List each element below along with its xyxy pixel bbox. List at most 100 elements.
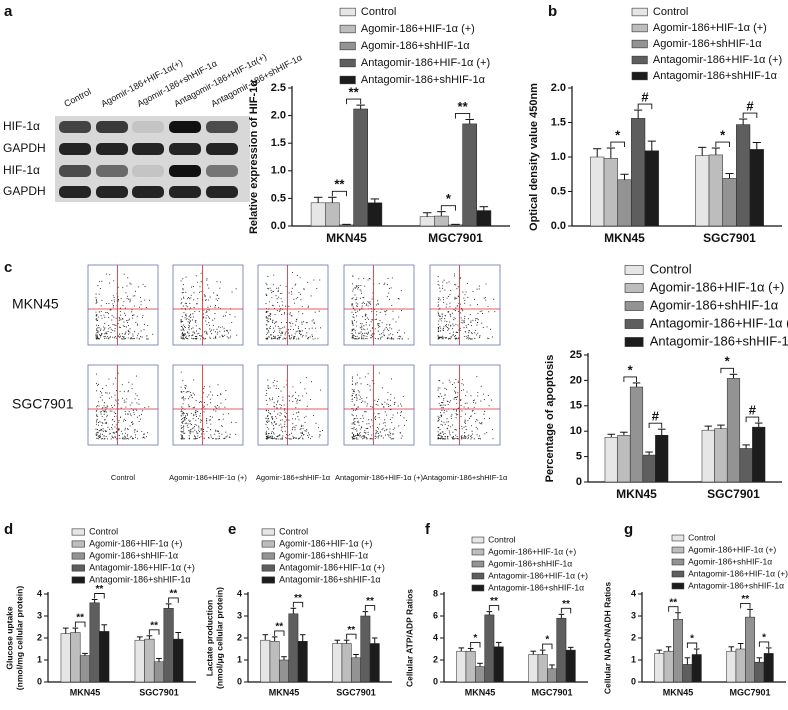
flow-dot	[111, 424, 114, 426]
flow-dot	[187, 413, 189, 415]
flow-dot	[402, 395, 404, 397]
flow-dot	[127, 390, 130, 392]
flow-dot	[185, 337, 187, 339]
flow-dot	[281, 419, 283, 421]
flow-dot	[293, 337, 295, 339]
flow-dot	[478, 422, 480, 424]
flow-dot	[472, 401, 475, 403]
flow-dot	[455, 331, 457, 333]
flow-dot	[95, 302, 97, 304]
flow-dot	[291, 432, 293, 434]
flow-dot	[212, 437, 214, 439]
flow-dot	[189, 432, 191, 435]
flow-dot	[362, 332, 364, 334]
flow-dot	[134, 295, 136, 297]
flow-dot	[365, 411, 367, 413]
flow-dot	[284, 409, 286, 411]
flow-plot-frame	[257, 364, 329, 446]
flow-dot	[441, 313, 443, 315]
flow-dot	[444, 432, 446, 435]
flow-dot	[466, 326, 468, 328]
flow-dot	[114, 412, 116, 414]
flow-dot	[105, 273, 107, 275]
flow-dot	[223, 327, 225, 329]
flow-dot	[464, 318, 466, 320]
flow-dot	[296, 338, 298, 340]
flow-dot	[441, 314, 443, 316]
flow-dot	[180, 280, 182, 282]
flow-dot	[132, 437, 135, 440]
flow-dot	[442, 330, 444, 332]
flow-dot	[114, 394, 116, 396]
flow-dot	[471, 433, 473, 435]
flow-dot	[292, 394, 294, 396]
flow-dot	[96, 319, 98, 321]
flow-dot	[96, 418, 98, 420]
flow-dot	[103, 329, 105, 331]
flow-dot	[466, 402, 468, 404]
flow-dot	[384, 328, 386, 330]
flow-dot	[279, 435, 281, 437]
flow-dot	[272, 438, 274, 440]
flow-dot	[200, 421, 202, 423]
flow-dot	[267, 332, 269, 334]
flow-dot	[477, 312, 479, 314]
flow-dot	[219, 281, 221, 283]
flow-dot	[377, 330, 379, 332]
flow-dot	[451, 328, 454, 330]
flow-dot	[390, 338, 393, 340]
flow-dot	[198, 401, 200, 403]
flow-dot	[183, 334, 186, 336]
flow-dot	[400, 412, 402, 414]
flow-dot	[198, 431, 201, 433]
flow-dot	[195, 438, 197, 440]
flow-dot	[437, 299, 439, 301]
flow-dot	[129, 300, 131, 302]
flow-dot	[182, 288, 184, 290]
flow-dot	[134, 290, 137, 292]
flow-dot	[437, 283, 439, 286]
bar	[484, 614, 495, 683]
flow-dot	[181, 438, 183, 440]
flow-dot	[183, 325, 186, 328]
flow-dot	[454, 334, 457, 337]
flow-dot	[397, 412, 399, 414]
flow-dot	[392, 334, 394, 336]
flow-dot	[376, 426, 378, 429]
flow-dot	[114, 336, 116, 338]
flow-dot	[131, 421, 133, 424]
flow-dot	[459, 329, 461, 331]
flow-dot	[308, 305, 310, 307]
bar	[475, 666, 485, 683]
flow-dot	[352, 435, 355, 437]
bar	[749, 149, 764, 227]
flow-dot	[183, 411, 185, 413]
flow-dot	[441, 395, 443, 397]
flow-dot	[277, 334, 279, 337]
flow-dot	[358, 433, 361, 435]
flow-dot	[225, 390, 227, 392]
flow-dot	[196, 330, 198, 332]
flow-dot	[272, 381, 274, 383]
flow-dot	[297, 399, 299, 401]
flow-dot	[445, 324, 448, 326]
flow-dot	[113, 324, 115, 326]
flow-dot	[481, 322, 483, 324]
flow-dot	[197, 298, 199, 300]
significance-label: **	[76, 613, 84, 624]
flow-dot	[137, 286, 139, 288]
flow-dot	[96, 406, 98, 408]
flow-dot	[180, 320, 182, 322]
flow-dot	[124, 429, 126, 431]
flow-dot	[437, 389, 439, 391]
flow-dot	[215, 406, 217, 408]
flow-dot	[444, 320, 446, 322]
flow-dot	[391, 277, 393, 279]
flow-dot	[194, 438, 196, 440]
flow-dot	[114, 327, 116, 330]
flow-dot	[218, 326, 220, 328]
flow-dot	[190, 412, 192, 414]
flow-dot	[182, 332, 184, 334]
legend-label: Antagomir-186+shHIF-1α	[650, 333, 788, 348]
bar	[701, 429, 715, 483]
